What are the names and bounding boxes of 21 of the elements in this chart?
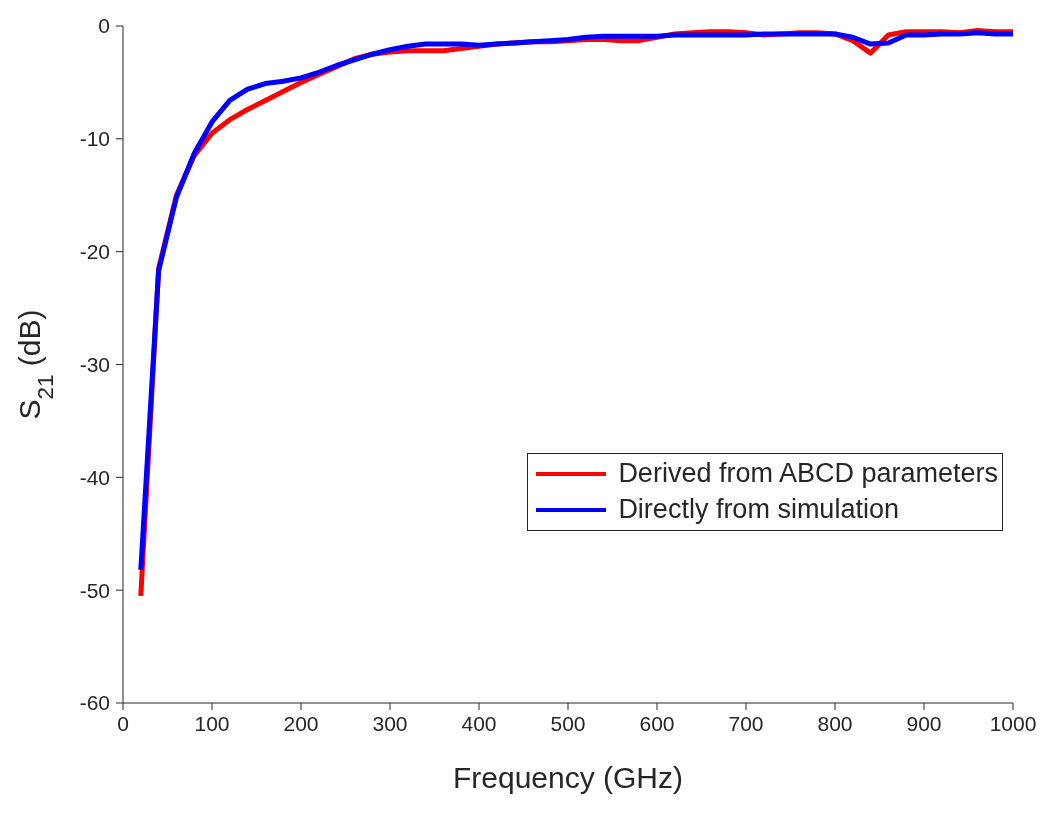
- x-tick-label: 400: [461, 711, 497, 735]
- x-tick-label: 500: [550, 711, 586, 735]
- x-tick-label: 600: [639, 711, 675, 735]
- y-tick-label: 0: [98, 14, 110, 38]
- x-tick-label: 900: [906, 711, 942, 735]
- y-tick-label: -50: [79, 578, 110, 602]
- legend-label: Derived from ABCD parameters: [618, 458, 998, 489]
- x-tick-label: 1000: [989, 711, 1037, 735]
- x-tick-label: 800: [817, 711, 853, 735]
- y-tick-label: -40: [79, 465, 110, 489]
- y-tick-label: -10: [79, 127, 110, 151]
- legend-label: Directly from simulation: [618, 494, 899, 525]
- y-tick-label: -20: [79, 240, 110, 264]
- y-tick-label: -60: [79, 691, 110, 715]
- x-tick-label: 700: [728, 711, 764, 735]
- x-tick-label: 100: [194, 711, 230, 735]
- x-tick-label: 200: [283, 711, 319, 735]
- x-tick-label: 0: [117, 711, 129, 735]
- x-axis-title: Frequency (GHz): [452, 761, 684, 794]
- x-tick-label: 300: [372, 711, 408, 735]
- y-tick-label: -30: [79, 352, 110, 376]
